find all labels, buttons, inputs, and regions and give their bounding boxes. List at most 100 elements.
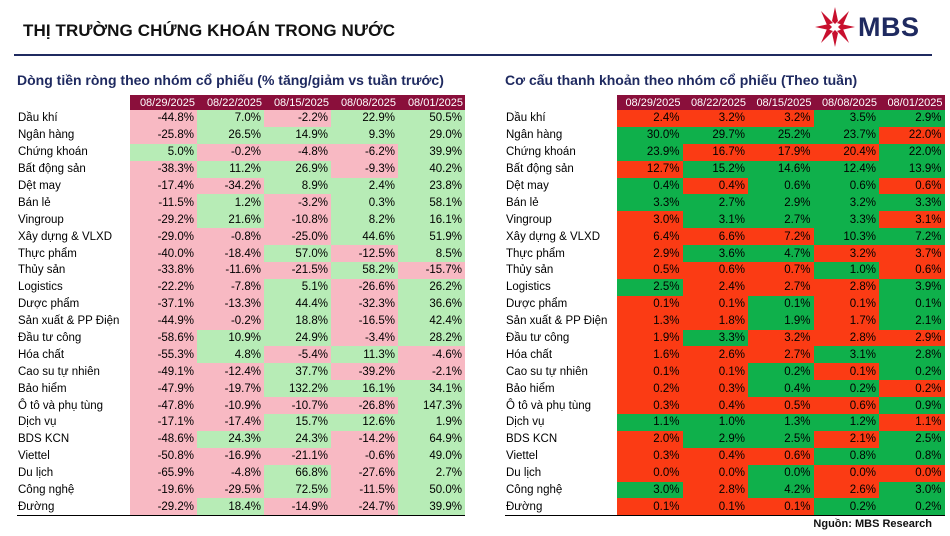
value-cell: 3.0%: [617, 481, 683, 499]
value-cell: 3.6%: [682, 245, 748, 263]
value-cell: 2.9%: [748, 194, 814, 212]
value-cell: 4.2%: [748, 481, 814, 499]
value-cell: -4.6%: [398, 346, 465, 364]
value-cell: 0.4%: [748, 380, 814, 398]
value-cell: 40.2%: [398, 160, 465, 178]
row-label: Bảo hiểm: [506, 382, 555, 395]
value-cell: 36.6%: [398, 295, 465, 313]
row-label: Bất động sản: [506, 163, 574, 176]
value-cell: -24.7%: [331, 498, 398, 517]
value-cell: -4.8%: [264, 143, 331, 161]
mbs-logo-icon: [815, 7, 855, 47]
table-row: Viettel -50.8% -16.9% -21.1% -0.6% 49.0%: [17, 447, 465, 465]
value-cell: 2.8%: [813, 329, 879, 347]
row-label: Du lịch: [18, 467, 54, 480]
column-header: 08/29/2025: [130, 95, 197, 110]
value-cell: 34.1%: [398, 380, 465, 398]
value-cell: -16.5%: [331, 312, 398, 330]
value-cell: 1.8%: [682, 312, 748, 330]
value-cell: 0.2%: [879, 498, 945, 517]
value-cell: 2.9%: [879, 329, 945, 347]
value-cell: 3.3%: [813, 211, 879, 229]
table-row: Hóa chất 1.6% 2.6% 2.7% 3.1% 2.8%: [505, 346, 945, 364]
value-cell: 2.4%: [682, 278, 748, 296]
value-cell: 0.1%: [617, 295, 683, 313]
value-cell: 2.7%: [748, 346, 814, 364]
table-row: Đầu tư công 1.9% 3.3% 3.2% 2.8% 2.9%: [505, 329, 945, 347]
table-row: Cao su tự nhiên -49.1% -12.4% 37.7% -39.2% -2…: [17, 363, 465, 381]
row-label: Ô tô và phụ tùng: [506, 399, 592, 412]
row-label: Cao su tự nhiên: [506, 365, 588, 378]
value-cell: -0.6%: [331, 447, 398, 465]
value-cell: 0.2%: [813, 498, 879, 517]
value-cell: 1.9%: [398, 414, 465, 431]
row-label: Du lịch: [506, 467, 542, 480]
value-cell: 0.6%: [813, 177, 879, 195]
table-row: Xây dựng & VLXD 6.4% 6.6% 7.2% 10.3% 7.2%: [505, 228, 945, 246]
value-cell: 26.9%: [264, 160, 331, 178]
table-row: Đường -29.2% 18.4% -14.9% -24.7% 39.9%: [17, 498, 465, 517]
value-cell: 22.0%: [879, 126, 945, 144]
value-cell: 3.2%: [682, 110, 748, 127]
value-cell: 0.1%: [617, 498, 683, 517]
value-cell: 0.1%: [813, 363, 879, 381]
value-cell: 1.2%: [813, 414, 879, 431]
value-cell: 8.9%: [264, 177, 331, 195]
value-cell: 0.4%: [682, 397, 748, 415]
value-cell: -27.6%: [331, 464, 398, 482]
value-cell: -7.8%: [197, 278, 264, 296]
value-cell: -55.3%: [130, 346, 197, 364]
value-cell: 10.9%: [197, 329, 264, 347]
column-header: 08/01/2025: [879, 95, 945, 110]
value-cell: 24.3%: [264, 430, 331, 448]
value-cell: -33.8%: [130, 262, 197, 279]
value-cell: 12.4%: [813, 160, 879, 178]
row-label: Đường: [505, 498, 617, 517]
liquidity-structure-table: 08/29/2025 08/22/2025 08/15/2025 08/08/2…: [505, 95, 945, 517]
value-cell: -21.5%: [264, 262, 331, 279]
value-cell: 15.2%: [682, 160, 748, 178]
value-cell: -14.9%: [264, 498, 331, 517]
table-row: Dệt may 0.4% 0.4% 0.6% 0.6% 0.6%: [505, 177, 945, 195]
row-label: Xây dựng & VLXD: [18, 230, 112, 243]
table-row: BDS KCN 2.0% 2.9% 2.5% 2.1% 2.5%: [505, 430, 945, 448]
table-row: Vingroup -29.2% 21.6% -10.8% 8.2% 16.1%: [17, 211, 465, 229]
value-cell: 6.4%: [617, 228, 683, 246]
value-cell: -40.0%: [130, 245, 197, 263]
value-cell: 23.7%: [813, 126, 879, 144]
value-cell: 10.3%: [813, 228, 879, 246]
value-cell: 8.5%: [398, 245, 465, 263]
value-cell: -17.4%: [130, 177, 197, 195]
value-cell: 4.8%: [197, 346, 264, 364]
table-row: Dịch vụ 1.1% 1.0% 1.3% 1.2% 1.1%: [505, 414, 945, 431]
table-row: Bảo hiểm 0.2% 0.3% 0.4% 0.2% 0.2%: [505, 380, 945, 398]
value-cell: 25.2%: [748, 126, 814, 144]
value-cell: 58.2%: [331, 262, 398, 279]
value-cell: 16.1%: [331, 380, 398, 398]
value-cell: 2.9%: [617, 245, 683, 263]
table-row: Cao su tự nhiên 0.1% 0.1% 0.2% 0.1% 0.2%: [505, 363, 945, 381]
corner-cell: [17, 95, 130, 110]
corner-cell: [505, 95, 617, 110]
value-cell: 23.9%: [617, 143, 683, 161]
value-cell: 2.7%: [398, 464, 465, 482]
row-label: Ngân hàng: [18, 129, 75, 142]
value-cell: -44.9%: [130, 312, 197, 330]
value-cell: 2.8%: [879, 346, 945, 364]
value-cell: 72.5%: [264, 481, 331, 499]
value-cell: 16.1%: [398, 211, 465, 229]
value-cell: 2.6%: [813, 481, 879, 499]
value-cell: 6.6%: [682, 228, 748, 246]
value-cell: 30.0%: [617, 126, 683, 144]
row-label: Chứng khoán: [506, 146, 576, 159]
value-cell: 147.3%: [398, 397, 465, 415]
row-label: Công nghệ: [506, 484, 563, 497]
value-cell: 50.5%: [398, 110, 465, 127]
value-cell: -38.3%: [130, 160, 197, 178]
page-title: THỊ TRƯỜNG CHỨNG KHOÁN TRONG NƯỚC: [23, 21, 396, 40]
table-row: Chứng khoán 5.0% -0.2% -4.8% -6.2% 39.9%: [17, 143, 465, 161]
value-cell: 1.9%: [748, 312, 814, 330]
value-cell: 0.8%: [813, 447, 879, 465]
value-cell: 28.2%: [398, 329, 465, 347]
row-label: Viettel: [18, 450, 50, 463]
